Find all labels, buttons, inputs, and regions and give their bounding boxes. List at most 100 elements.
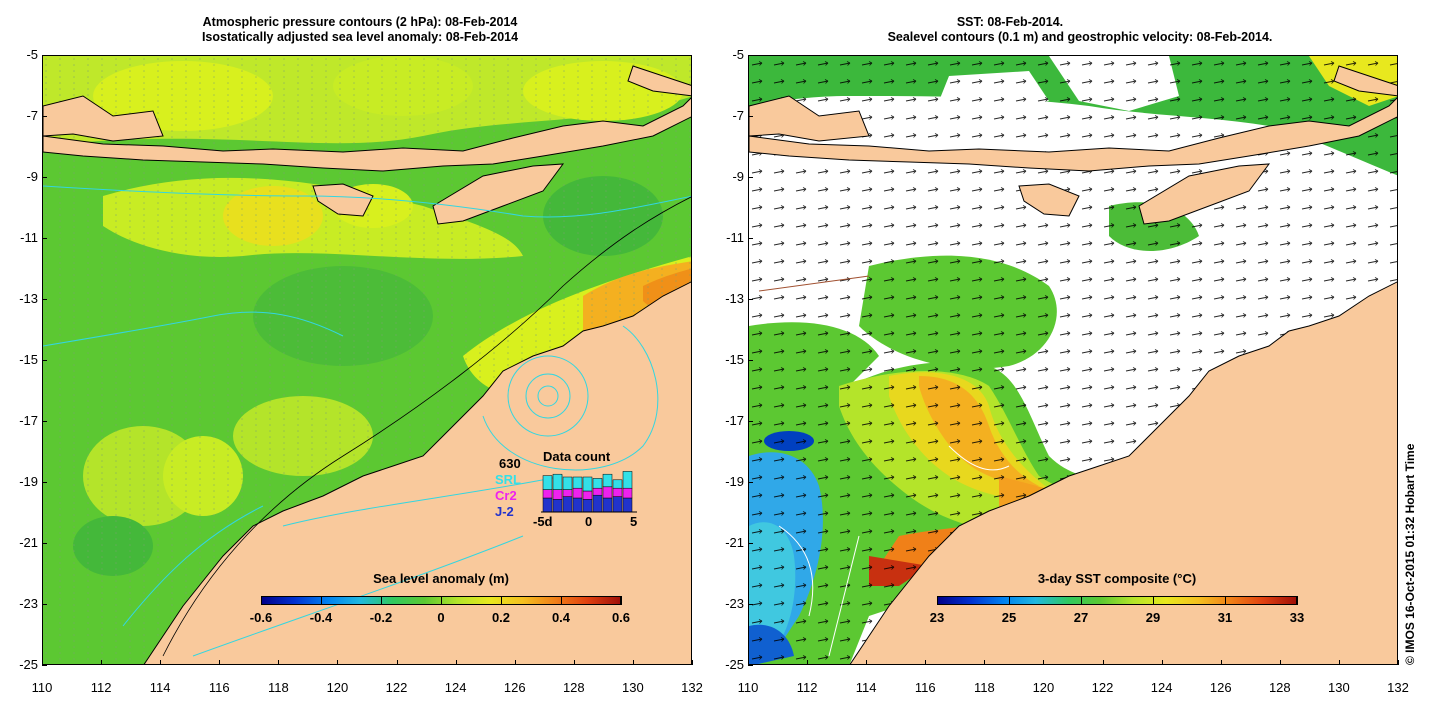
left-xtick-mark	[396, 660, 398, 665]
sst-field	[749, 56, 1397, 664]
right-ytick--15: -15	[725, 352, 744, 367]
data-count-axis-tick-0: 0	[585, 514, 593, 529]
histogram-bar-srl	[562, 476, 573, 490]
left-xtick-128: 128	[562, 680, 585, 695]
right-xtick-mark	[984, 660, 986, 665]
data-count-axis-tick-5: 5	[630, 514, 638, 529]
left-xtick-mark	[455, 660, 457, 665]
histogram-bar-cr2	[542, 489, 553, 499]
histogram-bar-srl	[592, 478, 603, 489]
right-xtick-mark	[1279, 660, 1281, 665]
left-xtick-116: 116	[208, 680, 230, 695]
right-xtick-mark	[1397, 660, 1399, 665]
left-colorbar-tick-mark	[261, 596, 262, 605]
histogram-bar-cr2	[572, 487, 583, 499]
left-colorbar-tick-mark	[501, 596, 502, 605]
left-colorbar-tick-label: 0.4	[551, 610, 571, 625]
left-colorbar-tick-label: -0.2	[369, 610, 393, 625]
left-xtick-122: 122	[385, 680, 408, 695]
left-colorbar-tick-mark	[321, 596, 322, 605]
histogram-bar-srl	[582, 476, 593, 492]
left-ytick--19: -19	[19, 474, 38, 489]
right-xtick-130: 130	[1328, 680, 1350, 695]
right-xtick-mark	[1220, 660, 1222, 665]
right-colorbar-tick-mark	[1297, 596, 1298, 605]
left-title-line1: Atmospheric pressure contours (2 hPa): 0…	[202, 15, 518, 29]
left-colorbar-tick-mark	[561, 596, 562, 605]
left-ytick-mark	[42, 55, 47, 56]
right-xtick-128: 128	[1268, 680, 1291, 695]
histogram-bar-j2	[622, 497, 633, 513]
right-xtick-132: 132	[1387, 680, 1409, 695]
left-xtick-118: 118	[267, 680, 289, 695]
histogram-bar-j2	[592, 494, 603, 513]
histogram-bar-cr2	[562, 489, 573, 497]
left-colorbar-tick-label: 0.2	[491, 610, 511, 625]
left-ytick--23: -23	[19, 596, 38, 611]
right-colorbar	[937, 596, 1297, 605]
histogram-bar-srl	[602, 473, 613, 488]
right-ytick-mark	[748, 482, 753, 483]
left-xtick-120: 120	[326, 680, 349, 695]
histogram-bar-srl	[622, 471, 633, 489]
imos-credit: © IMOS 16-Oct-2015 01:32 Hobart Time	[1403, 443, 1417, 665]
left-xtick-mark	[101, 660, 103, 665]
right-xtick-114: 114	[855, 680, 877, 695]
right-ytick--17: -17	[725, 413, 744, 428]
right-xtick-mark	[1338, 660, 1340, 665]
left-xtick-124: 124	[444, 680, 467, 695]
left-xtick-112: 112	[90, 680, 112, 695]
right-colorbar-tick-label: 23	[929, 610, 945, 625]
right-xtick-118: 118	[973, 680, 995, 695]
left-xtick-mark	[278, 660, 280, 665]
right-xtick-122: 122	[1091, 680, 1114, 695]
left-ytick--17: -17	[19, 413, 38, 428]
histogram-bar-j2	[572, 497, 583, 513]
histogram-bar-cr2	[622, 487, 633, 499]
left-ytick-mark	[42, 238, 47, 239]
right-colorbar-tick-label: 33	[1289, 610, 1305, 625]
right-colorbar-tick-mark	[1009, 596, 1010, 605]
left-ytick-mark	[42, 543, 47, 544]
left-xtick-mark	[219, 660, 221, 665]
left-ytick-mark	[42, 482, 47, 483]
right-colorbar-tick-mark	[1081, 596, 1082, 605]
right-colorbar-title: 3-day SST composite (°C)	[1037, 571, 1197, 586]
legend-cr2: Cr2	[495, 488, 517, 503]
left-xtick-mark	[691, 660, 693, 665]
right-ytick-mark	[748, 238, 753, 239]
left-xtick-132: 132	[681, 680, 703, 695]
right-xtick-mark	[1043, 660, 1045, 665]
histogram-bar-srl	[572, 476, 583, 489]
right-xtick-116: 116	[914, 680, 936, 695]
left-ytick-mark	[42, 421, 47, 422]
right-xtick-mark	[1161, 660, 1163, 665]
right-ytick-mark	[748, 421, 753, 422]
right-title-line2: Sealevel contours (0.1 m) and geostrophi…	[887, 30, 1273, 44]
right-ytick-mark	[748, 543, 753, 544]
left-ytick--11: -11	[20, 230, 38, 245]
data-count-axis-tick-neg5: -5d	[533, 514, 553, 529]
right-xtick-112: 112	[796, 680, 818, 695]
left-ytick--5: -5	[26, 47, 38, 62]
histogram-bar-cr2	[602, 486, 613, 499]
left-xtick-mark	[514, 660, 516, 665]
histogram-bar-cr2	[552, 489, 563, 500]
left-colorbar-tick-label: -0.4	[309, 610, 333, 625]
right-xtick-120: 120	[1032, 680, 1055, 695]
right-colorbar-tick-mark	[1153, 596, 1154, 605]
right-xtick-mark	[1102, 660, 1104, 665]
histogram-bar-j2	[602, 497, 613, 513]
left-colorbar-tick-label: -0.6	[249, 610, 273, 625]
histogram-bar-cr2	[592, 487, 603, 496]
histogram-bar-j2	[562, 496, 573, 513]
right-ytick-mark	[748, 177, 753, 178]
left-ytick-mark	[42, 116, 47, 117]
histogram-bar-j2	[542, 497, 553, 513]
data-count-total: 630	[499, 456, 521, 471]
right-colorbar-tick-label: 29	[1145, 610, 1161, 625]
right-xtick-mark	[748, 660, 749, 665]
left-xtick-126: 126	[503, 680, 526, 695]
histogram-bar-cr2	[612, 487, 623, 497]
left-colorbar-tick-label: 0.6	[611, 610, 631, 625]
